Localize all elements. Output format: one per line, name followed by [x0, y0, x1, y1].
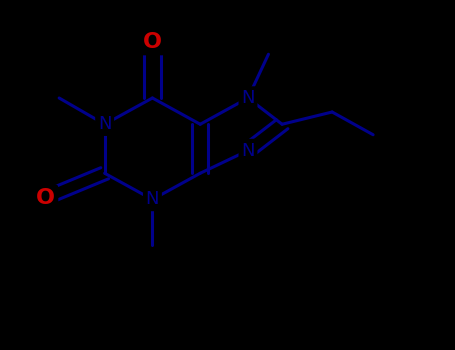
Text: N: N — [241, 89, 255, 107]
Text: N: N — [241, 141, 255, 160]
Text: N: N — [98, 115, 111, 133]
Text: O: O — [36, 188, 55, 208]
Text: O: O — [143, 32, 162, 52]
Text: N: N — [146, 190, 159, 209]
